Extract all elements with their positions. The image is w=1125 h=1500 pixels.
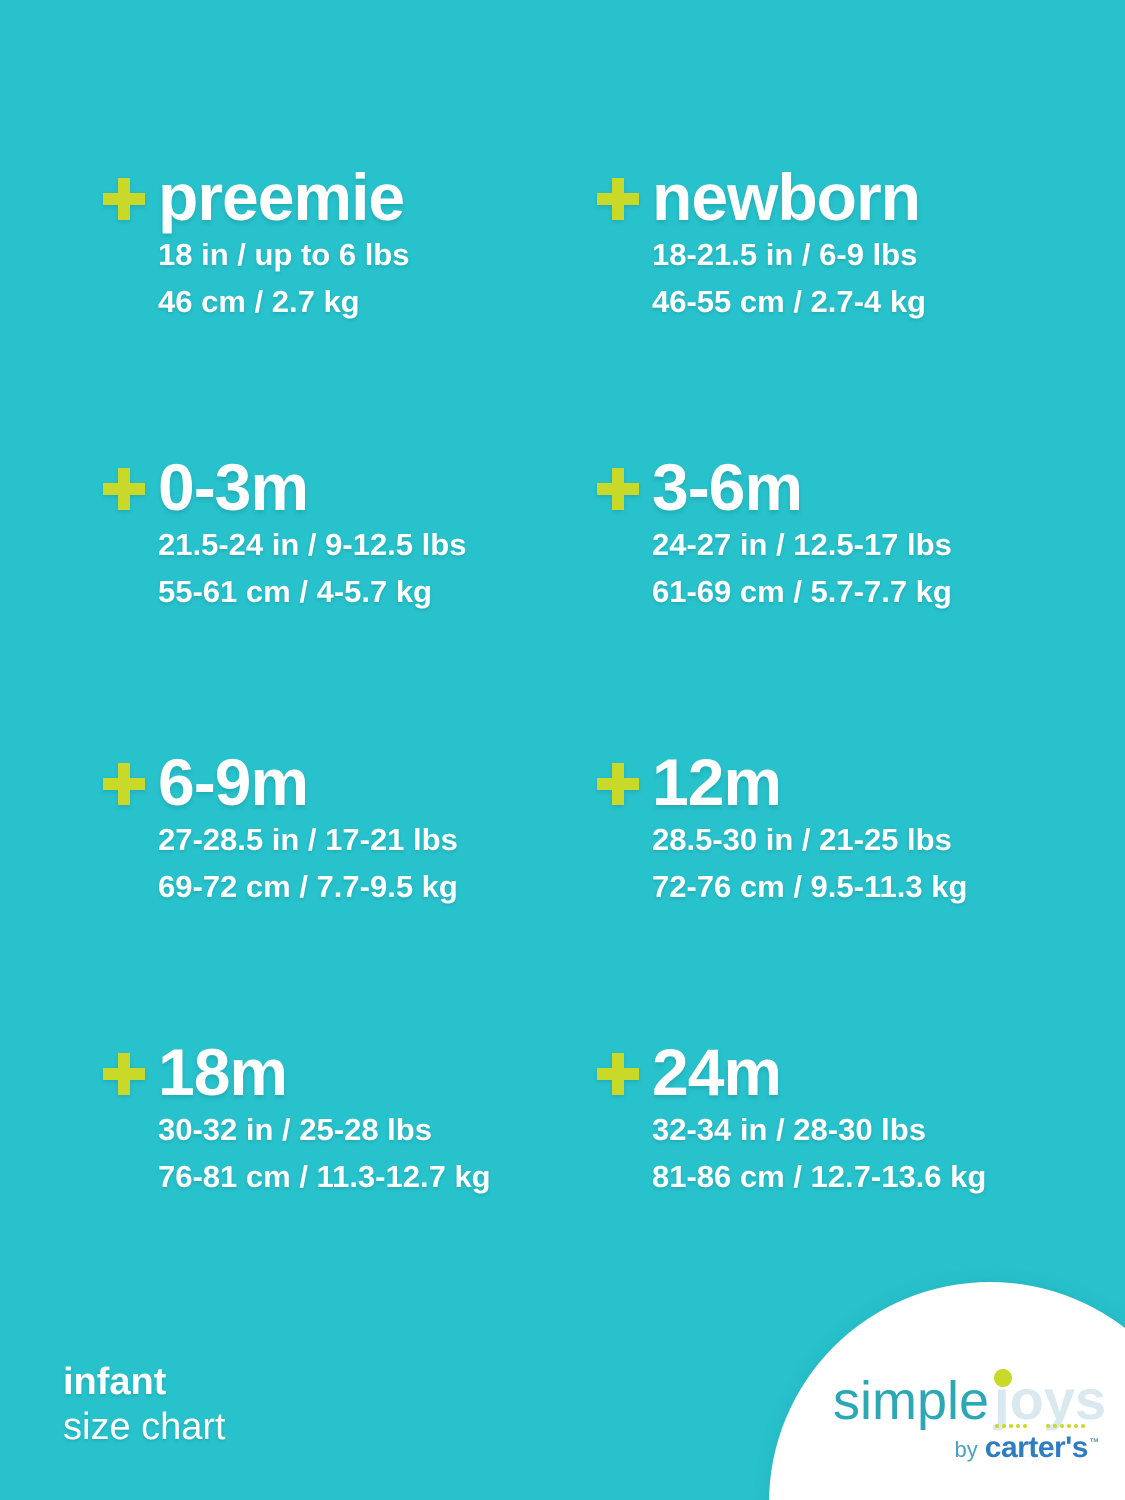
size-name: 24m	[652, 1035, 782, 1109]
size-entry-body: preemie 18 in / up to 6 lbs 46 cm / 2.7 …	[158, 164, 409, 325]
plus-icon	[103, 763, 145, 805]
size-entry: 6-9m 27-28.5 in / 17-21 lbs 69-72 cm / 7…	[103, 749, 458, 910]
size-metric: 81-86 cm / 12.7-13.6 kg	[652, 1159, 987, 1194]
size-entry: 3-6m 24-27 in / 12.5-17 lbs 61-69 cm / 5…	[597, 454, 952, 615]
trademark-symbol: ™	[1089, 1437, 1099, 1448]
chart-title-label: size chart	[63, 1406, 226, 1448]
size-entry: 0-3m 21.5-24 in / 9-12.5 lbs 55-61 cm / …	[103, 454, 466, 615]
size-metric: 69-72 cm / 7.7-9.5 kg	[158, 869, 458, 904]
size-imperial: 21.5-24 in / 9-12.5 lbs	[158, 527, 467, 562]
plus-icon	[103, 178, 145, 220]
size-name: preemie	[158, 160, 405, 234]
dotted-underline-icon	[995, 1424, 1027, 1428]
size-entry-body: 3-6m 24-27 in / 12.5-17 lbs 61-69 cm / 5…	[652, 454, 952, 615]
logo-simple-text: simple	[833, 1371, 990, 1431]
plus-icon	[597, 1053, 639, 1095]
size-entry: newborn 18-21.5 in / 6-9 lbs 46-55 cm / …	[597, 164, 926, 325]
size-imperial: 18 in / up to 6 lbs	[158, 237, 410, 272]
size-metric: 72-76 cm / 9.5-11.3 kg	[652, 869, 968, 904]
plus-icon	[103, 1053, 145, 1095]
size-entry: 18m 30-32 in / 25-28 lbs 76-81 cm / 11.3…	[103, 1039, 491, 1200]
chart-title-category: infant	[63, 1361, 167, 1403]
size-entry-body: 12m 28.5-30 in / 21-25 lbs 72-76 cm / 9.…	[652, 749, 967, 910]
simple-joys-logo: simple joys by carter's ™	[833, 1369, 1106, 1465]
size-name: 12m	[652, 745, 782, 819]
size-metric: 55-61 cm / 4-5.7 kg	[158, 574, 432, 609]
plus-icon	[597, 763, 639, 805]
size-imperial: 18-21.5 in / 6-9 lbs	[652, 237, 918, 272]
size-entry-body: 24m 32-34 in / 28-30 lbs 81-86 cm / 12.7…	[652, 1039, 986, 1200]
plus-icon	[103, 468, 145, 510]
size-entry-body: 0-3m 21.5-24 in / 9-12.5 lbs 55-61 cm / …	[158, 454, 466, 615]
size-name: newborn	[652, 160, 921, 234]
size-imperial: 24-27 in / 12.5-17 lbs	[652, 527, 952, 562]
logo-joys-text: joys	[994, 1368, 1107, 1431]
size-imperial: 30-32 in / 25-28 lbs	[158, 1112, 432, 1147]
logo-carters-text: carter's	[984, 1431, 1089, 1464]
size-entry: 24m 32-34 in / 28-30 lbs 81-86 cm / 12.7…	[597, 1039, 986, 1200]
chart-title: infant size chart	[63, 1360, 226, 1450]
plus-icon	[597, 468, 639, 510]
size-name: 3-6m	[652, 450, 803, 524]
size-name: 0-3m	[158, 450, 309, 524]
size-entry: preemie 18 in / up to 6 lbs 46 cm / 2.7 …	[103, 164, 409, 325]
plus-icon	[597, 178, 639, 220]
size-metric: 61-69 cm / 5.7-7.7 kg	[652, 574, 952, 609]
size-name: 6-9m	[158, 745, 309, 819]
size-name: 18m	[158, 1035, 288, 1109]
size-imperial: 28.5-30 in / 21-25 lbs	[652, 822, 952, 857]
logo-by-text: by	[954, 1437, 978, 1462]
size-metric: 46 cm / 2.7 kg	[158, 284, 360, 319]
size-entry-body: newborn 18-21.5 in / 6-9 lbs 46-55 cm / …	[652, 164, 926, 325]
size-entry-body: 6-9m 27-28.5 in / 17-21 lbs 69-72 cm / 7…	[158, 749, 458, 910]
size-imperial: 32-34 in / 28-30 lbs	[652, 1112, 926, 1147]
size-metric: 76-81 cm / 11.3-12.7 kg	[158, 1159, 491, 1194]
size-imperial: 27-28.5 in / 17-21 lbs	[158, 822, 458, 857]
size-entry: 12m 28.5-30 in / 21-25 lbs 72-76 cm / 9.…	[597, 749, 967, 910]
size-metric: 46-55 cm / 2.7-4 kg	[652, 284, 926, 319]
logo-j-dot-icon	[994, 1369, 1013, 1387]
size-entry-body: 18m 30-32 in / 25-28 lbs 76-81 cm / 11.3…	[158, 1039, 491, 1200]
dotted-underline-icon	[1046, 1424, 1085, 1428]
